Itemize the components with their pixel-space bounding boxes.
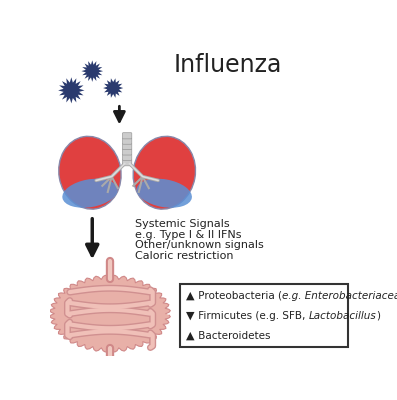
Text: ▼: ▼ — [186, 311, 195, 321]
Text: Caloric restriction: Caloric restriction — [135, 251, 233, 261]
Ellipse shape — [59, 136, 121, 209]
Text: e.g. Enterobacteriaceae: e.g. Enterobacteriaceae — [282, 291, 397, 301]
Polygon shape — [50, 275, 170, 352]
Text: Bacteroidetes: Bacteroidetes — [195, 331, 271, 341]
Text: Systemic Signals: Systemic Signals — [135, 219, 229, 229]
FancyBboxPatch shape — [123, 144, 132, 150]
Text: Influenza: Influenza — [174, 53, 282, 77]
Polygon shape — [81, 60, 103, 82]
FancyBboxPatch shape — [123, 133, 132, 139]
Polygon shape — [58, 77, 85, 104]
Text: ▲: ▲ — [186, 331, 195, 341]
Ellipse shape — [54, 279, 166, 348]
Polygon shape — [103, 78, 123, 98]
Text: e.g. Type I & II IFNs: e.g. Type I & II IFNs — [135, 230, 241, 240]
Text: Proteobacteria (: Proteobacteria ( — [195, 291, 282, 301]
FancyBboxPatch shape — [180, 284, 348, 347]
Ellipse shape — [137, 179, 192, 208]
FancyBboxPatch shape — [123, 154, 132, 160]
Text: Lactobacillus: Lactobacillus — [309, 311, 377, 321]
FancyBboxPatch shape — [123, 160, 132, 166]
FancyBboxPatch shape — [123, 138, 132, 144]
Text: ▲: ▲ — [186, 291, 195, 301]
Ellipse shape — [62, 179, 118, 208]
Ellipse shape — [133, 136, 195, 209]
Text: ): ) — [377, 311, 381, 321]
Text: Firmicutes (e.g. SFB,: Firmicutes (e.g. SFB, — [195, 311, 309, 321]
Text: Other/unknown signals: Other/unknown signals — [135, 240, 264, 250]
FancyBboxPatch shape — [123, 149, 132, 155]
